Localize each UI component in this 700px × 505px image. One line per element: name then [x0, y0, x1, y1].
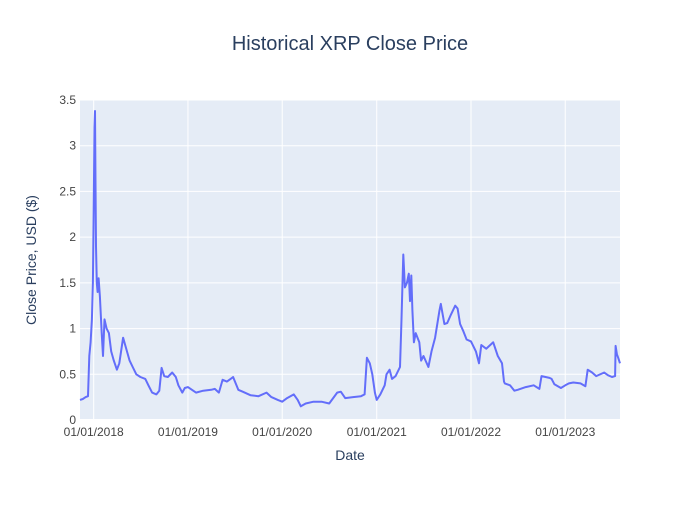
y-tick-label: 1.5	[59, 276, 76, 290]
chart-title: Historical XRP Close Price	[232, 33, 468, 55]
y-tick-label: 3.5	[59, 93, 76, 107]
series-line-0[interactable]	[79, 110, 621, 408]
y-axis-label: Close Price, USD ($)	[23, 195, 39, 325]
x-tick-label: 01/01/2021	[347, 425, 407, 439]
x-tick-label: 01/01/2018	[64, 425, 124, 439]
y-tick-label: 2	[69, 230, 76, 244]
x-tick-label: 01/01/2020	[252, 425, 312, 439]
y-tick-label: 2.5	[59, 184, 76, 198]
y-axis-ticks: 0 0.5 1 1.5 2 2.5 3 3.5	[59, 93, 76, 427]
series-layer	[79, 110, 621, 408]
x-tick-label: 01/01/2023	[535, 425, 595, 439]
x-axis-ticks: 01/01/2018 01/01/2019 01/01/2020 01/01/2021…	[64, 425, 596, 439]
y-tick-label: 1	[69, 322, 76, 336]
y-tick-label: 0.5	[59, 367, 76, 381]
x-axis-label: Date	[335, 447, 365, 463]
y-tick-label: 3	[69, 139, 76, 153]
y-tick-label: 0	[69, 413, 76, 427]
x-tick-label: 01/01/2022	[441, 425, 501, 439]
x-tick-label: 01/01/2019	[158, 425, 218, 439]
plot-area[interactable]	[80, 100, 620, 420]
